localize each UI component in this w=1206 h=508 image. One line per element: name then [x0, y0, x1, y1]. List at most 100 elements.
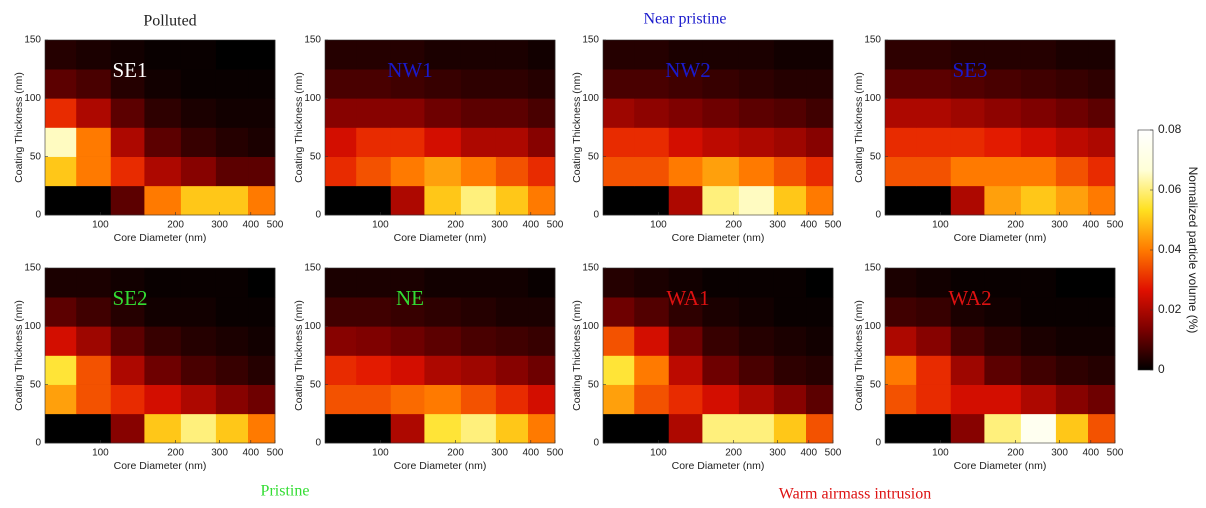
x-tick-label: 100 [650, 220, 667, 231]
heat-cell [885, 268, 917, 298]
heat-cell [634, 185, 670, 216]
heat-cell [1055, 156, 1089, 187]
heat-cell [773, 384, 807, 415]
heat-cell [460, 98, 497, 128]
heat-cell [356, 326, 392, 356]
heat-cell [1055, 355, 1089, 385]
heat-cell [950, 156, 985, 187]
heat-cell [180, 98, 217, 128]
heat-cell [1020, 98, 1057, 128]
heat-cell [773, 156, 807, 187]
heat-cell [1020, 40, 1057, 70]
y-tick-label: 150 [24, 263, 41, 274]
group-label: Warm airmass intrusion [779, 486, 931, 503]
heat-cell [1055, 413, 1089, 444]
heat-cell [984, 355, 1022, 385]
heat-cell [248, 413, 276, 444]
heat-cell [634, 326, 670, 356]
heat-cell [424, 40, 462, 70]
heat-cell [634, 156, 670, 187]
heat-cell [1020, 355, 1057, 385]
heat-cell [738, 268, 775, 298]
heat-cell [110, 413, 145, 444]
heat-cell [984, 297, 1022, 327]
heat-cell [806, 384, 834, 415]
y-tick-label: 100 [304, 321, 321, 332]
heat-cell [950, 185, 985, 216]
panel-label: WA2 [948, 286, 991, 310]
heat-cell [528, 185, 556, 216]
heat-cell [144, 384, 182, 415]
heat-cell [603, 384, 635, 415]
heat-cell [738, 384, 775, 415]
heat-cell [76, 413, 112, 444]
heat-cell [806, 40, 834, 70]
y-tick-label: 0 [875, 210, 881, 221]
heat-cell [885, 40, 917, 70]
plot-frame [602, 39, 834, 216]
heat-cell [356, 185, 392, 216]
heat-cell [1020, 297, 1057, 327]
heat-cell [325, 268, 357, 298]
heat-cell [1088, 413, 1116, 444]
heat-cell [325, 384, 357, 415]
heat-cell [634, 127, 670, 157]
heat-cell [460, 326, 497, 356]
heat-cell [356, 156, 392, 187]
heat-cell [424, 413, 462, 444]
heat-cell [110, 156, 145, 187]
y-tick-label: 50 [870, 379, 882, 390]
x-tick-label: 300 [769, 448, 786, 459]
panel-label: SE1 [112, 58, 147, 82]
heat-cell [528, 413, 556, 444]
heat-cell [45, 413, 77, 444]
heat-cell [325, 355, 357, 385]
heat-cell [248, 326, 276, 356]
heat-cell [390, 355, 425, 385]
heat-cell [738, 185, 775, 216]
heat-cell [215, 413, 249, 444]
heat-cell [248, 98, 276, 128]
y-axis-label: Coating Thickness (nm) [293, 300, 305, 411]
heat-cell [495, 326, 529, 356]
heat-cell [215, 40, 249, 70]
heat-cell [885, 156, 917, 187]
heat-cell [702, 156, 740, 187]
y-tick-label: 100 [24, 321, 41, 332]
heat-cell [806, 98, 834, 128]
colorbar-label: Normalized particle volume (%) [1186, 167, 1200, 334]
heat-cell [215, 384, 249, 415]
heat-cell [180, 413, 217, 444]
heat-cell [885, 355, 917, 385]
x-tick-label: 300 [491, 220, 508, 231]
plot-frame [884, 267, 1116, 444]
panel-label: WA1 [666, 286, 709, 310]
heat-cell [950, 355, 985, 385]
heat-cell [390, 384, 425, 415]
heat-cell [110, 69, 145, 99]
y-tick-label: 100 [582, 321, 599, 332]
x-tick-label: 300 [491, 448, 508, 459]
heat-cell [180, 326, 217, 356]
heat-cell [950, 297, 985, 327]
heat-cell [356, 413, 392, 444]
x-tick-label: 400 [1082, 448, 1099, 459]
heat-cell [916, 98, 952, 128]
heat-cell [634, 69, 670, 99]
heat-cell [1055, 69, 1089, 99]
heat-cell [603, 326, 635, 356]
heat-cell [390, 268, 425, 298]
heat-cell [180, 268, 217, 298]
y-tick-label: 50 [310, 151, 322, 162]
heat-cell [460, 268, 497, 298]
heat-cell [603, 355, 635, 385]
heat-cell [76, 268, 112, 298]
heat-cell [1055, 326, 1089, 356]
heat-cell [1020, 413, 1057, 444]
heat-cell [634, 413, 670, 444]
heat-cell [76, 156, 112, 187]
heat-cell [603, 127, 635, 157]
heat-cell [603, 156, 635, 187]
heat-cell [806, 297, 834, 327]
